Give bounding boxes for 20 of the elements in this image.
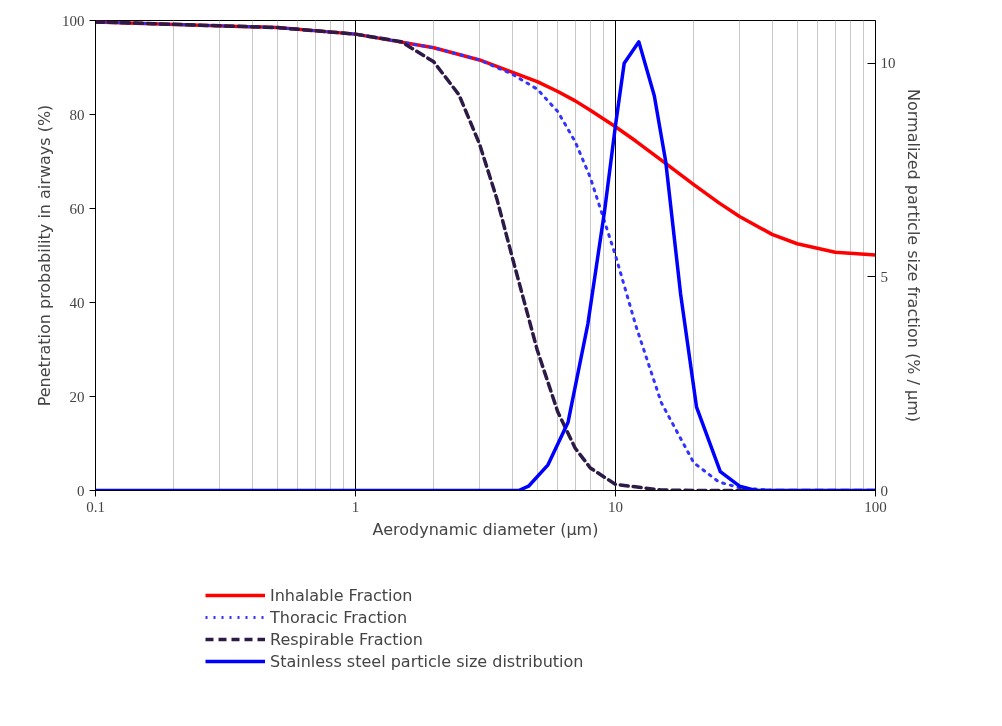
x-tick-label: 10 bbox=[608, 498, 623, 515]
y-tick-label: 20 bbox=[69, 388, 85, 405]
y2-axis-title: Normalized particle size fraction (% / µm) bbox=[903, 89, 923, 422]
y-tick-label: 100 bbox=[62, 12, 85, 29]
legend-label: Respirable Fraction bbox=[270, 629, 423, 649]
y2-tick-label: 0 bbox=[880, 482, 888, 499]
y-tick-label: 40 bbox=[69, 294, 85, 311]
x-tick-label: 1 bbox=[351, 498, 360, 515]
y-tick-label: 60 bbox=[69, 200, 85, 217]
x-tick-label: 100 bbox=[864, 498, 887, 515]
legend-label: Thoracic Fraction bbox=[270, 607, 408, 627]
legend-label: Stainless steel particle size distribution bbox=[270, 651, 584, 671]
legend-label: Inhalable Fraction bbox=[270, 585, 413, 605]
y-axis-title: Penetration probability in airways (%) bbox=[35, 104, 54, 407]
y-tick-label: 80 bbox=[69, 106, 85, 123]
y2-tick-label: 5 bbox=[880, 268, 888, 285]
x-tick-label: 0.1 bbox=[86, 498, 105, 515]
y-tick-label: 0 bbox=[77, 482, 85, 499]
y2-tick-label: 10 bbox=[880, 55, 896, 72]
x-axis-title: Aerodynamic diameter (µm) bbox=[372, 519, 599, 539]
